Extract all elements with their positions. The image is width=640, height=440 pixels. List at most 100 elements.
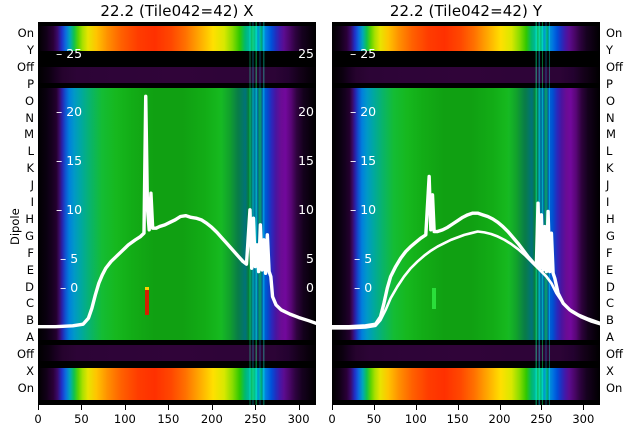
- dipole-label-left-l-7: L: [27, 144, 34, 159]
- dipole-label-right-off-2: Off: [606, 59, 623, 74]
- xtick-label-right-300: 300: [572, 412, 595, 426]
- xtick-label-left-0: 0: [34, 412, 42, 426]
- dipole-label-right-on-0: On: [606, 26, 623, 40]
- dipole-label-right-on-21: On: [606, 380, 623, 395]
- xtick-mark-right-300: [583, 405, 585, 410]
- dipole-label-left-b-17: B: [26, 313, 34, 328]
- dipole-label-right-x-20: X: [606, 364, 614, 378]
- ytick-5: – 5: [60, 251, 79, 266]
- dipole-label-right-n-5: N: [606, 110, 615, 125]
- dipole-label-right-g-12: G: [606, 228, 615, 243]
- band-bottom-colorbar: [332, 368, 600, 400]
- dipole-label-left-i-10: I: [30, 195, 34, 209]
- ytick-right-0: 0: [306, 280, 314, 295]
- xtick-mark-right-100: [415, 405, 417, 410]
- xtick-mark-left-0: [38, 405, 39, 410]
- band-bottom-colorbar: [38, 368, 316, 400]
- dipole-label-left-m-6: M: [24, 127, 34, 142]
- ytick-25: – 25: [56, 46, 83, 61]
- panel-title-y: 22.2 (Tile042=42) Y: [389, 2, 543, 20]
- dipole-label-right-p-3: P: [606, 76, 613, 91]
- dipole-label-left-o-4: O: [24, 93, 34, 108]
- ytick-right-15: 15: [298, 153, 314, 168]
- ytick-15: – 15: [56, 153, 83, 168]
- ytick-right-25: 25: [298, 46, 314, 61]
- dipole-label-left-g-12: G: [25, 228, 34, 243]
- dipole-label-right-l-7: L: [606, 144, 613, 159]
- dipole-label-right-f-13: F: [606, 245, 613, 260]
- xtick-label-left-200: 200: [200, 412, 223, 426]
- xtick-label-left-150: 150: [157, 412, 180, 426]
- xtick-mark-right-150: [457, 405, 459, 410]
- dipole-label-right-h-11: H: [606, 211, 615, 226]
- ytick-0: – 0: [354, 280, 373, 295]
- ytick-20: – 20: [350, 104, 377, 119]
- ytick-10: – 10: [56, 202, 83, 217]
- xtick-mark-left-150: [168, 405, 170, 410]
- cursor-marker-y[interactable]: [432, 288, 437, 310]
- heatmap-panel-y[interactable]: – 25 – 20 – 15 – 10 – 5 – 0: [332, 22, 600, 405]
- dipole-label-left-c-16: C: [25, 296, 34, 311]
- xtick-label-right-150: 150: [446, 412, 469, 426]
- dipole-label-right-k-8: K: [606, 161, 614, 176]
- ytick-10: – 10: [350, 202, 377, 217]
- dipole-label-left-a-18: A: [26, 330, 34, 345]
- xtick-mark-left-250: [255, 405, 257, 410]
- ytick-5: – 5: [354, 251, 373, 266]
- dipole-label-right-o-4: O: [606, 93, 616, 108]
- xtick-label-right-100: 100: [404, 412, 427, 426]
- band-bottom-edge: [38, 400, 316, 405]
- dipole-label-left-p-3: P: [27, 76, 34, 91]
- dipole-label-right-y-1: Y: [606, 42, 614, 57]
- dipole-label-right-i-10: I: [606, 195, 610, 209]
- dipole-label-right-e-14: E: [606, 262, 614, 277]
- xtick-label-right-50: 50: [366, 412, 382, 426]
- ytick-20: – 20: [56, 104, 83, 119]
- dipole-label-left-y-1: Y: [26, 42, 34, 57]
- ytick-15: – 15: [350, 153, 377, 168]
- xtick-mark-left-200: [211, 405, 213, 410]
- dipole-label-left-on-21: On: [17, 380, 34, 395]
- dipole-label-left-j-9: J: [30, 178, 34, 193]
- ytick-right-10: 10: [298, 202, 314, 217]
- band-lower-gap: [332, 361, 600, 368]
- dipole-label-right-a-18: A: [606, 330, 614, 345]
- ytick-right-5: 5: [306, 251, 314, 266]
- dipole-label-left-h-11: H: [25, 211, 34, 226]
- dipole-label-left-x-20: X: [26, 364, 34, 378]
- cursor-marker-x[interactable]: [144, 286, 149, 315]
- dipole-label-right-b-17: B: [606, 313, 614, 328]
- xtick-mark-right-200: [499, 405, 501, 410]
- ytick-25: – 25: [350, 46, 377, 61]
- dipole-label-right-j-9: J: [606, 178, 610, 193]
- band-upper-separator: [332, 67, 600, 83]
- dipole-label-right-off-19: Off: [606, 347, 623, 362]
- xtick-mark-right-250: [541, 405, 543, 410]
- xtick-label-left-300: 300: [287, 412, 310, 426]
- ytick-0: – 0: [60, 280, 79, 295]
- band-lower-gap: [38, 361, 316, 368]
- xtick-label-left-100: 100: [113, 412, 136, 426]
- heatmap-panel-x[interactable]: – 25 – 20 – 15 – 10 – 5 – 0 25 20 15 10 …: [38, 22, 316, 405]
- xtick-label-right-250: 250: [530, 412, 553, 426]
- xtick-mark-left-300: [298, 405, 300, 410]
- band-lower-separator: [38, 345, 316, 361]
- xtick-mark-right-50: [373, 405, 375, 410]
- dipole-label-right-d-15: D: [606, 279, 615, 294]
- xtick-mark-left-100: [124, 405, 126, 410]
- xtick-label-left-250: 250: [244, 412, 267, 426]
- dipole-label-left-e-14: E: [26, 262, 34, 277]
- band-upper-separator: [38, 67, 316, 83]
- dipole-label-left-n-5: N: [25, 110, 34, 125]
- xtick-label-left-50: 50: [74, 412, 89, 426]
- dipole-label-right-c-16: C: [606, 296, 615, 311]
- dipole-label-left-k-8: K: [26, 161, 34, 176]
- xtick-mark-left-50: [81, 405, 83, 410]
- ytick-right-20: 20: [298, 104, 314, 119]
- dipole-label-left-off-19: Off: [17, 347, 34, 362]
- band-bottom-edge: [332, 400, 600, 405]
- dipole-label-left-d-15: D: [25, 279, 34, 294]
- dipole-label-right-m-6: M: [606, 127, 616, 142]
- dipole-label-left-f-13: F: [27, 245, 34, 260]
